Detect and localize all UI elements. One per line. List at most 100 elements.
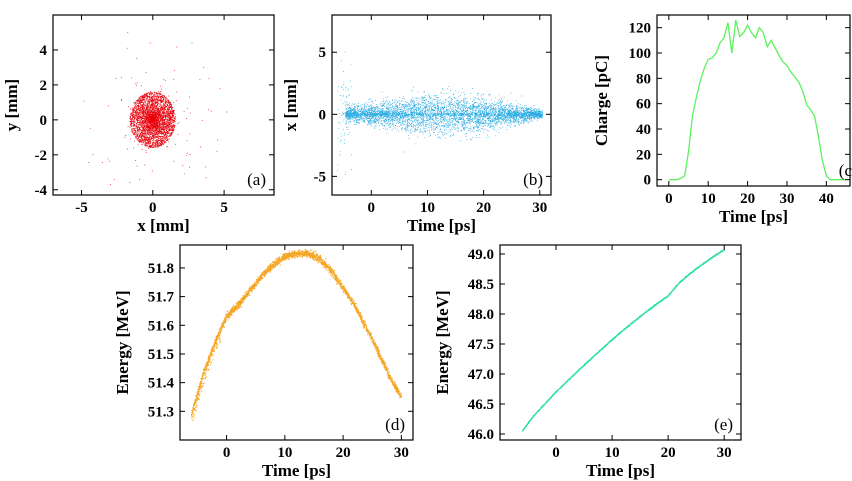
data-point [173,160,175,162]
data-point [165,131,167,133]
data-point [169,126,171,128]
data-point [144,109,146,110]
data-point [143,102,145,104]
data-point [129,123,131,125]
data-point [144,141,146,143]
data-point [152,143,154,145]
data-point [165,118,166,120]
data-point [505,118,507,120]
data-point [161,127,163,129]
data-point [452,118,454,119]
data-point [158,145,160,147]
data-point [448,104,450,106]
data-point [163,107,165,109]
data-point [167,112,169,114]
data-point [149,98,151,100]
data-point [147,143,149,145]
data-point [152,111,154,113]
data-point [168,136,169,137]
data-point [164,97,166,99]
data-point [158,114,159,116]
data-point [393,114,395,116]
data-point [149,128,150,130]
data-point [463,100,465,102]
data-point [146,125,147,127]
data-point [147,109,149,111]
data-point [177,133,179,135]
data-point [147,114,149,116]
data-point [134,105,136,107]
data-point [160,109,162,111]
data-point [453,134,455,136]
data-point [150,145,152,147]
data-point [166,124,167,126]
data-point [461,105,463,107]
data-point [532,115,534,117]
data-point [165,111,167,113]
data-point [440,101,442,103]
data-point [148,117,149,119]
data-point [158,145,160,146]
data-point [153,114,155,116]
data-point [386,103,388,105]
data-point [164,113,166,115]
data-point [377,122,379,124]
data-point [162,113,164,115]
data-point [146,124,148,126]
data-point [149,106,151,108]
data-point [145,105,147,107]
data-point [137,123,139,125]
data-point [160,97,161,99]
data-point [144,134,146,135]
data-point [138,115,140,117]
data-point [153,91,155,93]
data-point [157,134,159,135]
data-point [158,92,160,94]
data-point [199,79,201,81]
data-point [158,96,160,98]
data-point [159,119,161,121]
data-point [163,96,165,98]
data-point [142,106,144,108]
data-point [422,100,424,101]
data-point [156,117,158,119]
data-point [144,125,146,127]
data-point [166,115,168,117]
y-tick-label: -2 [35,148,48,164]
data-point [171,128,173,130]
data-point [133,123,135,125]
data-point [132,127,134,129]
data-point [140,130,142,132]
data-point [162,100,164,102]
data-point [436,124,438,126]
data-point [140,132,141,134]
data-point [165,99,167,101]
data-point [144,93,146,95]
data-point [154,145,156,147]
data-point [403,103,405,105]
data-point [133,123,135,125]
data-point [167,127,169,129]
data-point [158,94,160,96]
data-point [154,126,156,128]
data-point [154,130,156,132]
data-point [163,114,165,116]
data-point [159,92,161,94]
data-point [168,131,170,133]
data-point [163,124,165,126]
data-point [135,131,137,133]
data-point [447,118,449,120]
data-point [152,145,153,146]
data-point [164,104,166,106]
data-point [164,136,166,138]
data-point [172,117,174,119]
data-point [166,111,168,113]
data-point [160,102,162,104]
data-point [144,110,146,112]
data-point [146,127,148,129]
data-point [383,120,385,122]
data-point [151,130,153,132]
data-point [165,137,166,139]
data-point [143,127,145,129]
data-point [126,47,128,49]
